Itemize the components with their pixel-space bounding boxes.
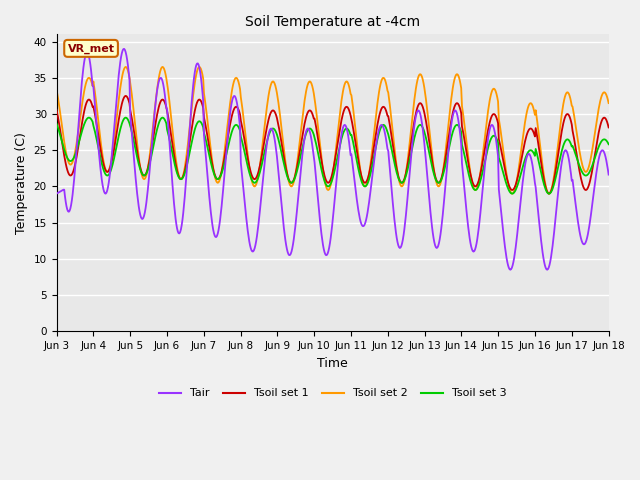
Y-axis label: Temperature (C): Temperature (C) [15, 132, 28, 234]
Text: VR_met: VR_met [68, 43, 115, 53]
Title: Soil Temperature at -4cm: Soil Temperature at -4cm [245, 15, 420, 29]
Legend: Tair, Tsoil set 1, Tsoil set 2, Tsoil set 3: Tair, Tsoil set 1, Tsoil set 2, Tsoil se… [154, 384, 511, 403]
X-axis label: Time: Time [317, 357, 348, 370]
